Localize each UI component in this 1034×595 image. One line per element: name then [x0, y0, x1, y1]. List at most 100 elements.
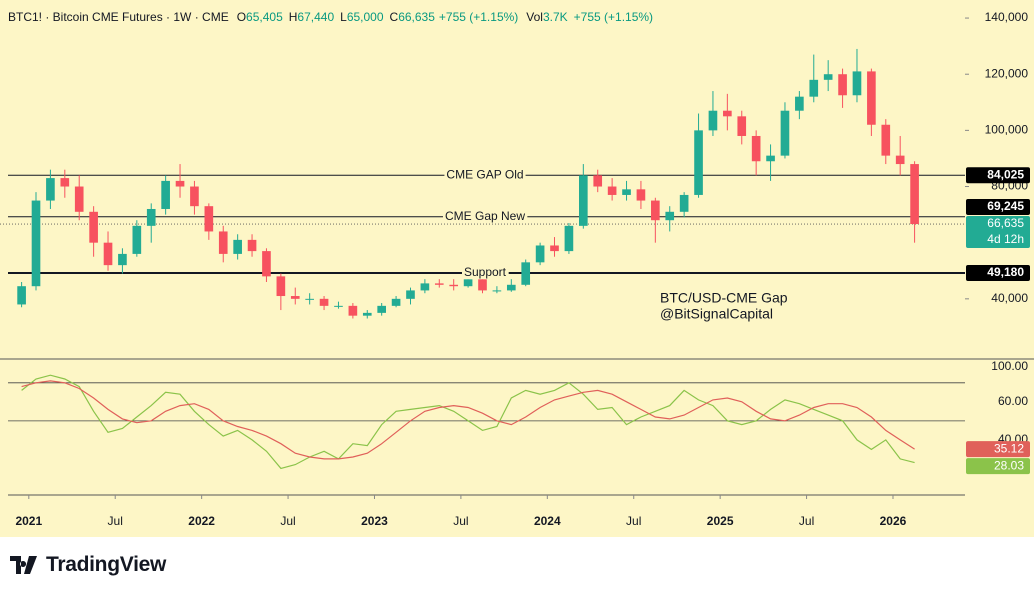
- candle-body: [319, 298, 329, 306]
- ohlc-value: 66,635: [398, 10, 435, 24]
- candle-body: [910, 164, 919, 225]
- candle-body: [377, 305, 386, 313]
- candle-body: [535, 245, 545, 263]
- change: +755 (+1.15%): [439, 10, 518, 24]
- x-tick-label: 2021: [15, 514, 42, 528]
- candle-body: [622, 189, 631, 195]
- rsi-value-label: 35.12: [994, 441, 1024, 455]
- candle-body: [204, 206, 214, 232]
- candle-body: [478, 279, 487, 291]
- level-value-box: [966, 199, 1030, 216]
- ohlc-value: 67,440: [297, 10, 334, 24]
- candle-body: [737, 116, 747, 136]
- candle-body: [103, 242, 113, 266]
- candle-body: [348, 305, 358, 316]
- level-value-label: 84,025: [987, 167, 1024, 181]
- level-value-box: [966, 265, 1030, 282]
- candle-body: [161, 180, 170, 209]
- level-label: CME Gap New: [445, 209, 525, 223]
- x-tick-label: Jul: [799, 514, 814, 528]
- branding: TradingView: [10, 553, 166, 577]
- candle-body: [132, 225, 142, 254]
- candle-body: [31, 200, 41, 287]
- x-tick-label: Jul: [108, 514, 123, 528]
- candle-body: [607, 186, 617, 195]
- candle-body: [463, 279, 473, 287]
- candle-body: [780, 110, 790, 156]
- candle-body: [17, 286, 26, 305]
- candle-body: [506, 284, 516, 291]
- x-tick-label: 2022: [188, 514, 215, 528]
- candle-body: [852, 71, 862, 96]
- ohlc-key: O: [237, 10, 246, 24]
- y-tick-label: 120,000: [985, 66, 1029, 80]
- y-tick-label: 140,000: [985, 10, 1029, 24]
- candle-body: [290, 296, 300, 299]
- candle-body: [895, 155, 905, 165]
- last-price-label: 66,635: [987, 216, 1024, 230]
- chart: BTC1! · Bitcoin CME Futures · 1W · CME O6…: [0, 0, 1034, 537]
- annotation: BTC/USD-CME Gap: [660, 290, 788, 306]
- last-price-box: [966, 216, 1030, 249]
- candle-body: [521, 262, 531, 285]
- x-tick-label: 2024: [534, 514, 561, 528]
- rsi-value-box: [966, 441, 1030, 458]
- y-tick-label: 40,000: [991, 291, 1028, 305]
- level-label: Support: [464, 265, 507, 279]
- brand-name: TradingView: [46, 553, 167, 576]
- annotation: @BitSignalCapital: [660, 306, 773, 322]
- candle-body: [751, 135, 761, 162]
- logo-icon: [10, 556, 37, 574]
- level-value-box: [966, 167, 1030, 184]
- ohlc-value: 65,405: [246, 10, 283, 24]
- candle-body: [766, 155, 775, 162]
- candle-body: [262, 251, 271, 277]
- ohlc-key: C: [390, 10, 399, 24]
- rsi-tick-label: 60.00: [998, 394, 1028, 408]
- candle-body: [247, 239, 257, 252]
- level-value-label: 49,180: [987, 265, 1024, 279]
- candle-body: [334, 305, 343, 307]
- candle-body: [492, 290, 502, 292]
- level-label-bg: [461, 265, 509, 280]
- candle-body: [60, 178, 70, 187]
- candle-body: [118, 253, 127, 266]
- candle-body: [218, 231, 228, 254]
- candle-body: [795, 96, 804, 111]
- x-tick-label: 2026: [880, 514, 907, 528]
- ohlc: O65,405 H67,440 L65,000 C66,635 +755 (+1.15%…: [237, 10, 653, 24]
- candle-body: [823, 74, 833, 80]
- candle-body: [636, 189, 646, 201]
- ohlc-value: 65,000: [347, 10, 384, 24]
- vol-key: Vol: [526, 10, 543, 24]
- vol-change: +755 (+1.15%): [574, 10, 653, 24]
- candle-body: [406, 290, 415, 299]
- candle-body: [579, 175, 588, 226]
- level-label-bg: [444, 167, 526, 182]
- candle-body: [651, 200, 660, 221]
- candle-body: [276, 276, 286, 297]
- level-value-label: 69,245: [987, 199, 1024, 213]
- rsi-value-label: 28.03: [994, 458, 1024, 472]
- rsi-line: [21, 380, 915, 460]
- x-tick-label: 2023: [361, 514, 388, 528]
- candle-body: [809, 79, 819, 97]
- level-label-bg: [442, 208, 528, 223]
- candle-body: [550, 245, 559, 252]
- x-tick-label: Jul: [280, 514, 295, 528]
- candle-body: [593, 175, 603, 187]
- candle-body: [679, 194, 689, 212]
- candle-body: [420, 283, 430, 291]
- header: BTC1! · Bitcoin CME Futures · 1W · CME O6…: [8, 10, 653, 24]
- candle-body: [838, 74, 847, 96]
- candle-body: [434, 283, 444, 285]
- level-label: CME GAP Old: [446, 167, 523, 181]
- candle-body: [867, 71, 876, 125]
- rsi-value-box: [966, 458, 1030, 475]
- candle-body: [233, 239, 242, 254]
- candle-body: [190, 186, 199, 207]
- candle-body: [305, 298, 314, 300]
- rsi-tick-label: 100.00: [991, 359, 1028, 373]
- candle-body: [723, 110, 732, 117]
- symbol: BTC1! · Bitcoin CME Futures · 1W · CME: [8, 10, 229, 24]
